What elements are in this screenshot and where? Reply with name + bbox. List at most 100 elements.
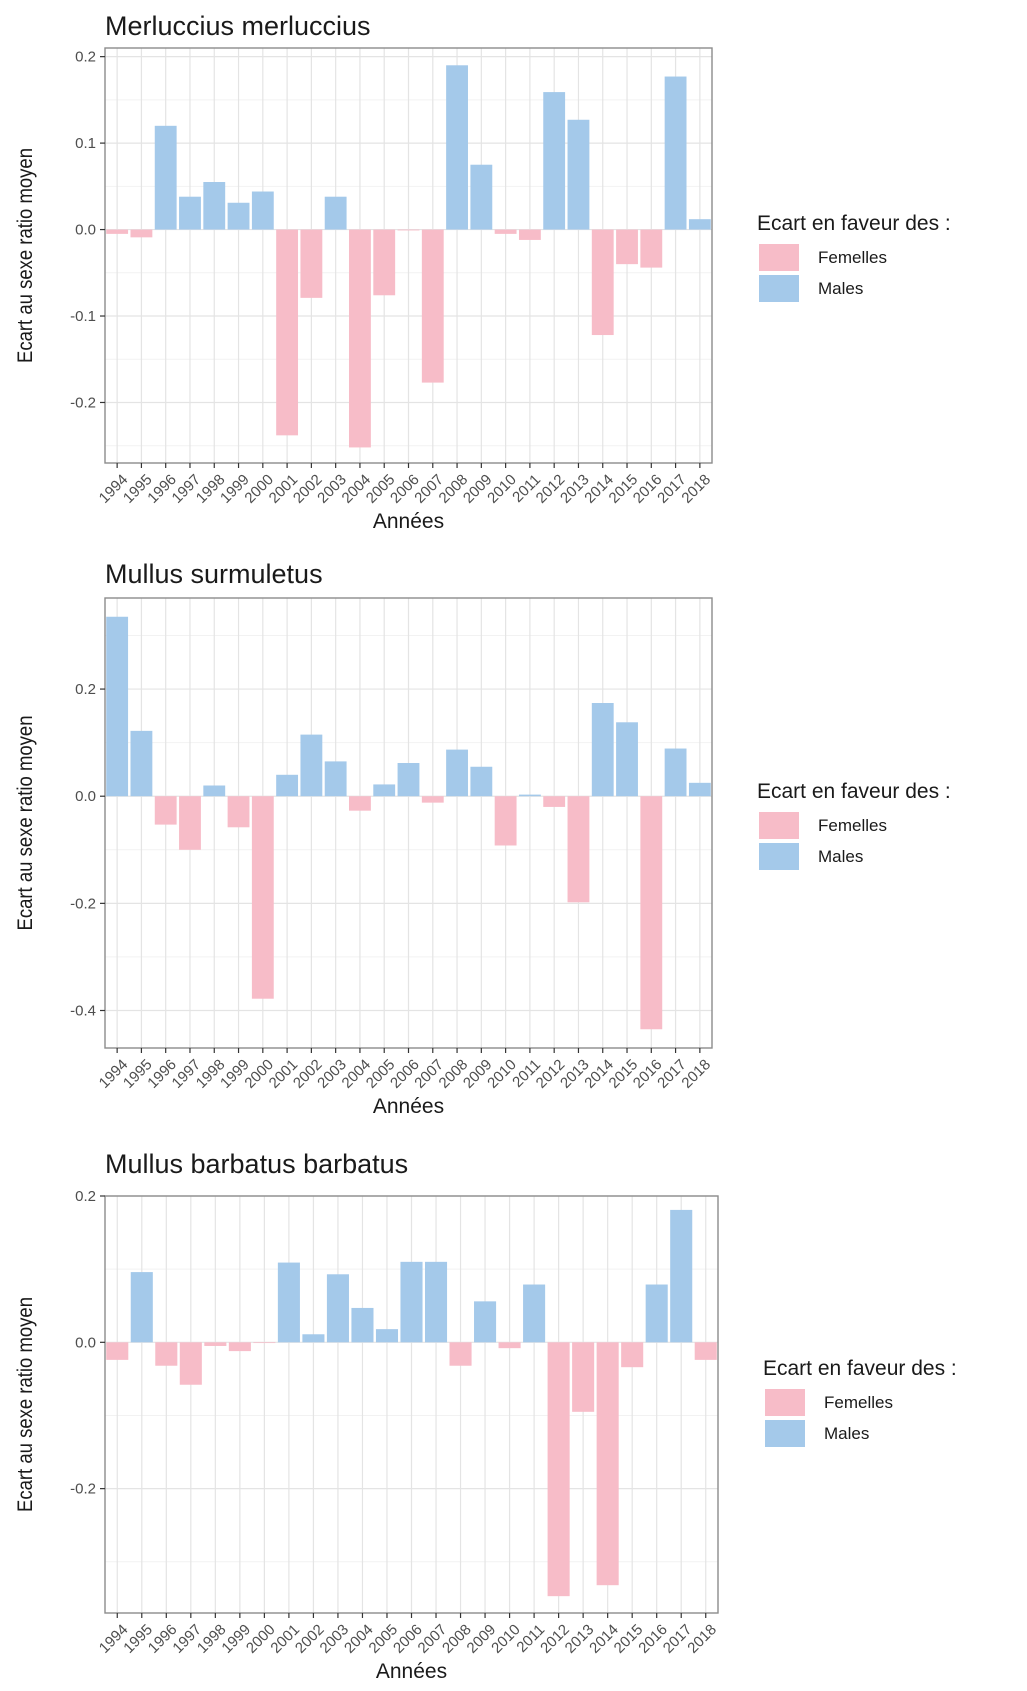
legend: Ecart en faveur des : Femelles Males — [763, 1357, 957, 1447]
bar-2003 — [326, 1274, 349, 1343]
y-tick-label: -0.1 — [70, 308, 96, 325]
bar-2010 — [498, 1342, 521, 1349]
bar-2001 — [276, 229, 299, 436]
bar-2018 — [688, 782, 711, 797]
y-tick-label: 0.2 — [75, 49, 96, 66]
bar-2016 — [640, 796, 663, 1030]
legend-key-femelles — [765, 1389, 805, 1416]
bar-2009 — [470, 766, 493, 797]
bar-1995 — [130, 229, 153, 238]
bar-2005 — [373, 784, 396, 797]
legend-label-femelles: Femelles — [824, 1393, 893, 1412]
bar-2011 — [518, 229, 541, 240]
legend: Ecart en faveur des : Femelles Males — [757, 780, 951, 870]
bar-2017 — [670, 1209, 693, 1343]
bar-2009 — [474, 1301, 497, 1343]
y-axis-label: Ecart au sexe ratio moyen — [14, 1297, 37, 1512]
legend-key-femelles — [759, 244, 799, 271]
bar-1998 — [203, 182, 226, 230]
legend-label-males: Males — [818, 279, 863, 298]
x-axis-label: Années — [373, 1095, 444, 1118]
bar-2008 — [446, 65, 468, 230]
y-tick-label: 0.0 — [75, 788, 96, 805]
chart-svg-merluccius: Merluccius merluccius-0.2-0.10.00.10.219… — [14, 11, 951, 533]
bar-1997 — [179, 196, 201, 230]
bar-2004 — [349, 229, 371, 448]
bar-2011 — [523, 1284, 546, 1343]
bar-1998 — [203, 785, 226, 797]
x-axis-label: Années — [373, 510, 444, 533]
bar-2010 — [494, 796, 517, 846]
bar-2002 — [302, 1334, 325, 1343]
bar-2000 — [251, 191, 274, 230]
bar-1996 — [154, 796, 177, 825]
bar-2014 — [591, 703, 614, 797]
bar-2006 — [397, 763, 420, 797]
bar-2001 — [277, 1262, 300, 1343]
legend: Ecart en faveur des : Femelles Males — [757, 212, 951, 302]
bar-2009 — [470, 164, 493, 230]
bar-2002 — [300, 734, 323, 797]
bar-2014 — [591, 229, 614, 336]
legend-key-males — [765, 1420, 805, 1447]
y-tick-label: -0.2 — [70, 394, 96, 411]
bar-2013 — [572, 1342, 595, 1412]
legend-title: Ecart en faveur des : — [757, 780, 951, 803]
bar-2000 — [253, 1342, 276, 1344]
bar-1994 — [106, 616, 129, 797]
bar-2002 — [300, 229, 323, 298]
bar-1999 — [227, 796, 250, 828]
bar-2015 — [616, 722, 638, 797]
legend-title: Ecart en faveur des : — [757, 212, 951, 235]
bar-1995 — [130, 1272, 153, 1343]
legend-key-males — [759, 275, 799, 302]
chart-svg-mullus-barbatus: Mullus barbatus barbatus-0.20.00.2199419… — [14, 1149, 957, 1683]
chart-svg-mullus-surmuletus: Mullus surmuletus-0.4-0.20.00.2199419951… — [14, 559, 951, 1118]
bar-2005 — [375, 1329, 399, 1343]
bar-2010 — [494, 229, 517, 234]
bar-2003 — [324, 761, 347, 797]
y-tick-label: -0.2 — [70, 1481, 96, 1498]
bar-2007 — [421, 229, 444, 383]
x-tick-label: 2018 — [678, 471, 714, 507]
bar-2008 — [449, 1342, 472, 1366]
bar-2013 — [567, 796, 590, 903]
bar-2007 — [421, 796, 444, 803]
legend-title: Ecart en faveur des : — [763, 1357, 957, 1380]
bar-2001 — [276, 774, 299, 797]
bar-2006 — [400, 1261, 423, 1343]
bar-2016 — [645, 1284, 668, 1343]
bar-2014 — [596, 1342, 619, 1586]
bar-2007 — [424, 1261, 448, 1343]
legend-key-femelles — [759, 812, 799, 839]
bar-2018 — [694, 1342, 717, 1360]
bar-2000 — [251, 796, 274, 999]
chart-title: Merluccius merluccius — [105, 11, 371, 41]
chart-mullus-surmuletus: Mullus surmuletus -0.4 -0.2 0.0 0.2 1994 1995 1… — [0, 559, 1027, 1140]
bar-1998 — [204, 1342, 227, 1346]
bar-1999 — [227, 202, 250, 230]
bar-2003 — [324, 196, 347, 230]
y-tick-label: -0.2 — [70, 895, 96, 912]
bar-1997 — [179, 796, 201, 850]
y-tick-label: 0.1 — [75, 135, 96, 152]
bar-1994 — [106, 229, 129, 234]
bar-2017 — [664, 76, 687, 230]
bar-2017 — [664, 748, 687, 797]
y-tick-label: -0.4 — [70, 1003, 96, 1020]
bar-2015 — [621, 1342, 644, 1368]
x-axis-label: Années — [376, 1660, 447, 1683]
bar-2012 — [543, 796, 566, 807]
legend-label-males: Males — [824, 1424, 869, 1443]
chart-mullus-barbatus: Mullus barbatus barbatus -0.2 0.0 0.2 1994 19… — [0, 1148, 1027, 1686]
y-tick-label: 0.2 — [75, 1188, 96, 1205]
legend-label-femelles: Femelles — [818, 816, 887, 835]
y-tick-label: 0.0 — [75, 1334, 96, 1351]
bar-2012 — [543, 92, 566, 230]
bar-2004 — [351, 1307, 374, 1343]
y-tick-label: 0.2 — [75, 681, 96, 698]
x-tick-label: 2018 — [684, 1621, 720, 1657]
legend-label-males: Males — [818, 847, 863, 866]
bar-2018 — [688, 219, 711, 230]
bar-1995 — [130, 730, 153, 797]
